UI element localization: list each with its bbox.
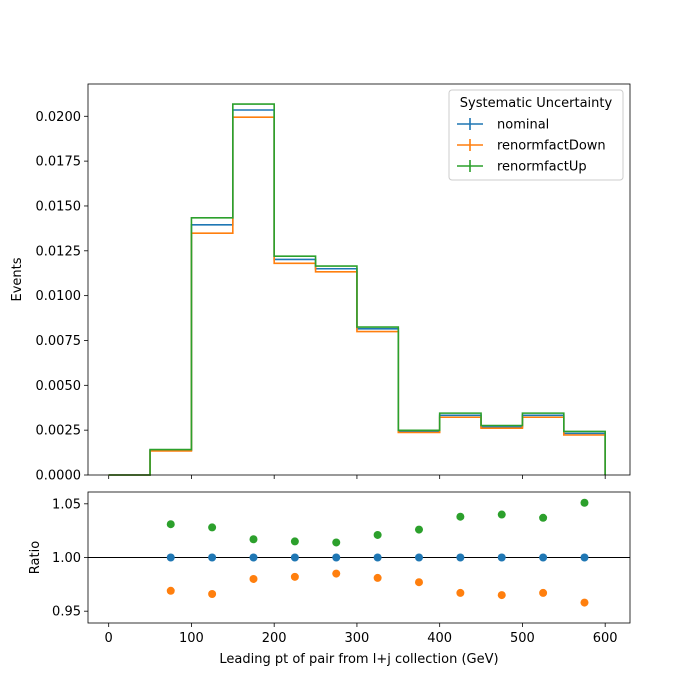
legend-title: Systematic Uncertainty <box>460 96 613 111</box>
ratio-y-tick-label: 0.95 <box>52 605 81 620</box>
ratio-point-nominal <box>373 553 382 562</box>
ratio-point-nominal <box>580 553 589 562</box>
ratio-point-renormfactUp <box>456 512 465 521</box>
y-tick-label: 0.0125 <box>36 244 82 259</box>
x-tick-label: 100 <box>179 631 204 646</box>
ratio-point-nominal <box>497 553 506 562</box>
ratio-point-renormfactUp <box>332 538 341 547</box>
y-tick-label: 0.0000 <box>36 469 82 484</box>
ratio-point-renormfactDown <box>497 591 506 600</box>
ratio-point-renormfactUp <box>373 530 382 539</box>
x-tick-label: 600 <box>593 631 618 646</box>
ratio-y-tick-label: 1.05 <box>52 497 81 512</box>
ratio-point-renormfactUp <box>208 523 217 532</box>
legend: Systematic Uncertainty nominal renormfactD… <box>448 89 624 181</box>
ratio-point-renormfactDown <box>332 569 341 578</box>
legend-label: renormfactUp <box>497 160 587 175</box>
ratio-point-nominal <box>456 553 465 562</box>
legend-label: nominal <box>497 118 549 133</box>
ratio-point-renormfactDown <box>580 598 589 607</box>
legend-entry-renormfactDown: renormfactDown <box>457 139 606 154</box>
ratio-y-tick-label: 1.00 <box>52 551 81 566</box>
y-axis-title: Events <box>10 257 25 301</box>
ratio-point-renormfactDown <box>166 586 175 595</box>
ratio-point-renormfactDown <box>290 572 299 581</box>
ratio-plot-frame <box>87 491 631 624</box>
ratio-point-renormfactUp <box>290 537 299 546</box>
y-tick-label: 0.0150 <box>36 199 82 214</box>
main-histogram-panel: 0.0000 0.0025 0.0050 0.0075 0.0100 0.0125 0.01… <box>10 83 631 484</box>
ratio-point-renormfactDown <box>456 588 465 597</box>
x-tick-label: 200 <box>262 631 287 646</box>
y-tick-label: 0.0075 <box>36 334 82 349</box>
ratio-point-renormfactDown <box>414 578 423 587</box>
histogram-series-renormfactUp <box>108 103 606 476</box>
y-tick-label: 0.0100 <box>36 289 82 304</box>
legend-box <box>448 89 624 181</box>
ratio-point-renormfactDown <box>249 574 258 583</box>
ratio-y-axis-title: Ratio <box>28 541 43 574</box>
ratio-point-renormfactUp <box>414 525 423 534</box>
ratio-point-renormfactUp <box>580 498 589 507</box>
ratio-point-renormfactUp <box>497 510 506 519</box>
ratio-panel: 0.95 1.00 1.05 0 100 200 300 400 500 600 Ratio Lead… <box>28 491 631 667</box>
legend-entry-nominal: nominal <box>457 118 549 133</box>
legend-entry-renormfactUp: renormfactUp <box>457 160 587 175</box>
ratio-point-nominal <box>290 553 299 562</box>
ratio-point-renormfactUp <box>249 535 258 544</box>
y-tick-label: 0.0175 <box>36 155 82 170</box>
x-tick-label: 400 <box>427 631 452 646</box>
top-plot-frame <box>87 83 631 476</box>
ratio-point-nominal <box>208 553 217 562</box>
x-tick-label: 500 <box>510 631 535 646</box>
ratio-point-renormfactDown <box>208 590 217 599</box>
ratio-point-renormfactUp <box>166 520 175 529</box>
legend-label: renormfactDown <box>497 139 606 154</box>
ratio-point-nominal <box>249 553 258 562</box>
y-tick-label: 0.0050 <box>36 379 82 394</box>
ratio-point-nominal <box>414 553 423 562</box>
y-tick-label: 0.0025 <box>36 424 82 439</box>
x-tick-label: 0 <box>105 631 113 646</box>
ratio-point-renormfactUp <box>539 513 548 522</box>
y-tick-label: 0.0200 <box>36 110 82 125</box>
ratio-point-renormfactDown <box>539 588 548 597</box>
x-axis-title: Leading pt of pair from l+j collection (… <box>219 652 498 667</box>
x-tick-label: 300 <box>345 631 370 646</box>
ratio-point-nominal <box>539 553 548 562</box>
ratio-point-nominal <box>332 553 341 562</box>
ratio-point-nominal <box>166 553 175 562</box>
ratio-point-renormfactDown <box>373 573 382 582</box>
